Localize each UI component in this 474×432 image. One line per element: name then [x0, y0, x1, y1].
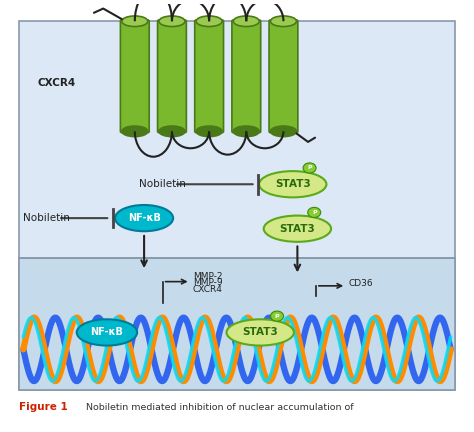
Text: STAT3: STAT3	[280, 224, 315, 234]
Text: NF-κB: NF-κB	[128, 213, 161, 223]
FancyBboxPatch shape	[269, 20, 298, 133]
Ellipse shape	[159, 126, 185, 137]
Text: MMP-2: MMP-2	[193, 272, 222, 281]
Text: P: P	[312, 210, 317, 215]
Ellipse shape	[115, 205, 173, 231]
FancyBboxPatch shape	[18, 258, 456, 390]
Ellipse shape	[122, 126, 148, 137]
Text: STAT3: STAT3	[275, 179, 310, 189]
Text: NF-κB: NF-κB	[91, 327, 123, 337]
Ellipse shape	[227, 319, 294, 346]
Ellipse shape	[271, 16, 296, 26]
Text: P: P	[307, 165, 312, 171]
Text: CD36: CD36	[348, 279, 373, 288]
Ellipse shape	[271, 311, 283, 321]
Ellipse shape	[159, 16, 185, 26]
Text: CXCR4: CXCR4	[193, 285, 223, 294]
Text: P: P	[275, 314, 279, 319]
Text: Nobiletin mediated inhibition of nuclear accumulation of: Nobiletin mediated inhibition of nuclear…	[86, 403, 354, 412]
Ellipse shape	[233, 16, 259, 26]
Ellipse shape	[303, 163, 316, 173]
Text: Figure 1: Figure 1	[18, 402, 67, 413]
Text: CXCR4: CXCR4	[37, 78, 75, 88]
Text: Nobiletin: Nobiletin	[23, 213, 70, 223]
Ellipse shape	[271, 126, 296, 137]
Ellipse shape	[122, 16, 148, 26]
Ellipse shape	[308, 207, 321, 217]
Text: Nobiletin: Nobiletin	[139, 179, 186, 189]
Ellipse shape	[259, 171, 327, 197]
Ellipse shape	[196, 16, 222, 26]
FancyBboxPatch shape	[18, 21, 456, 390]
FancyBboxPatch shape	[195, 20, 224, 133]
FancyBboxPatch shape	[232, 20, 261, 133]
FancyBboxPatch shape	[157, 20, 186, 133]
Ellipse shape	[264, 216, 331, 242]
Text: MMP-9: MMP-9	[193, 278, 222, 287]
Ellipse shape	[233, 126, 259, 137]
FancyBboxPatch shape	[120, 20, 149, 133]
Text: STAT3: STAT3	[242, 327, 278, 337]
Ellipse shape	[77, 319, 137, 346]
Ellipse shape	[196, 126, 222, 137]
